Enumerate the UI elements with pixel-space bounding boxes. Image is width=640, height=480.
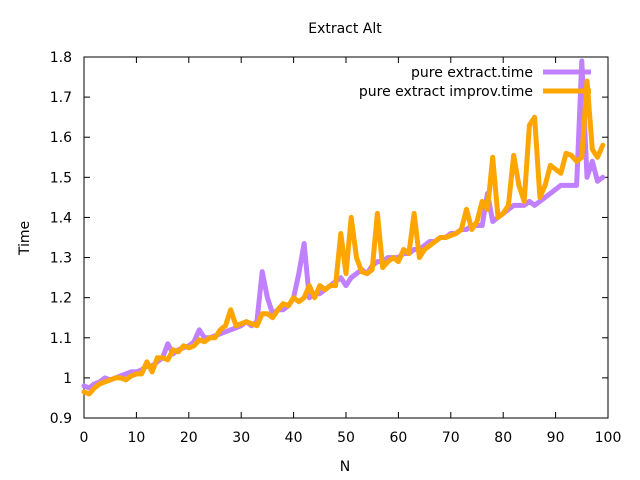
x-tick-label: 60	[389, 430, 407, 446]
x-tick-label: 30	[232, 430, 250, 446]
y-tick-label: 1.6	[50, 130, 72, 146]
y-tick-label: 1	[63, 371, 72, 387]
series-line-1	[81, 58, 606, 391]
legend-label-2: pure extract improv.time	[359, 84, 533, 100]
x-tick-label: 0	[80, 430, 89, 446]
y-tick-label: 1.3	[50, 251, 72, 267]
plot-border	[83, 56, 609, 419]
legend-label-1: pure extract.time	[411, 65, 533, 81]
x-tick-label: 70	[442, 430, 460, 446]
y-tick-label: 1.5	[50, 170, 72, 186]
chart-title: Extract Alt	[308, 21, 382, 37]
x-tick-label: 80	[494, 430, 512, 446]
y-tick-label: 1.8	[50, 50, 72, 66]
x-tick-label: 90	[547, 430, 565, 446]
y-tick-label: 1.7	[50, 90, 72, 106]
series-layer	[81, 58, 606, 397]
y-axis-title: Time	[17, 221, 33, 256]
x-tick-label: 100	[595, 430, 622, 446]
x-axis-title: N	[340, 459, 350, 475]
x-tick-label: 40	[285, 430, 303, 446]
x-tick-label: 50	[337, 430, 355, 446]
x-tick-label: 10	[127, 430, 145, 446]
y-tick-label: 0.9	[50, 411, 72, 427]
plot-frame	[83, 56, 609, 419]
y-tick-label: 1.2	[50, 291, 72, 307]
series-line-2	[81, 78, 606, 397]
legend: pure extract.time pure extract improv.tim…	[359, 65, 591, 100]
x-tick-label: 20	[180, 430, 198, 446]
x-axis: 0 10 20 30 40 50 60 70 80 90 100	[80, 57, 622, 446]
y-tick-label: 1.1	[50, 331, 72, 347]
y-axis: 0.9 1 1.1 1.2 1.3 1.4 1.5 1.6 1.7 1.8	[50, 50, 608, 427]
y-tick-label: 1.4	[50, 210, 72, 226]
